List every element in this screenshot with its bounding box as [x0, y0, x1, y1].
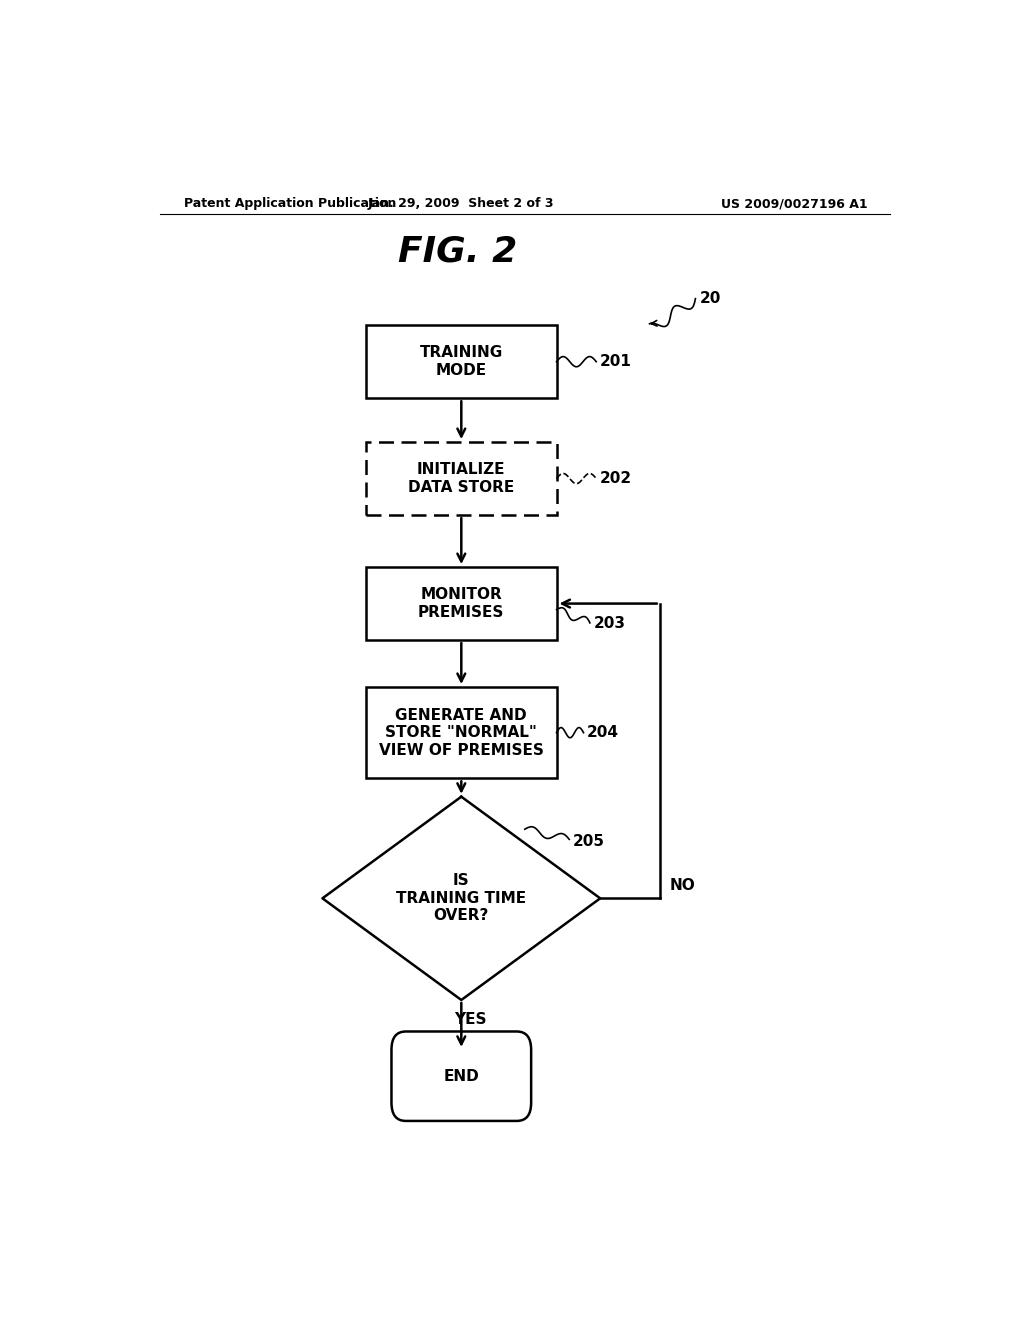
Text: GENERATE AND
STORE "NORMAL"
VIEW OF PREMISES: GENERATE AND STORE "NORMAL" VIEW OF PREM… [379, 708, 544, 758]
Polygon shape [323, 797, 600, 1001]
Text: NO: NO [670, 878, 695, 894]
FancyBboxPatch shape [367, 442, 557, 515]
Text: 20: 20 [699, 292, 721, 306]
Text: Jan. 29, 2009  Sheet 2 of 3: Jan. 29, 2009 Sheet 2 of 3 [368, 197, 555, 210]
Text: IS
TRAINING TIME
OVER?: IS TRAINING TIME OVER? [396, 874, 526, 923]
Text: INITIALIZE
DATA STORE: INITIALIZE DATA STORE [409, 462, 514, 495]
FancyBboxPatch shape [367, 686, 557, 779]
Text: TRAINING
MODE: TRAINING MODE [420, 346, 503, 378]
FancyBboxPatch shape [367, 325, 557, 399]
Text: FIG. 2: FIG. 2 [397, 235, 517, 269]
Text: YES: YES [455, 1012, 487, 1027]
Text: 205: 205 [572, 834, 604, 849]
Text: US 2009/0027196 A1: US 2009/0027196 A1 [721, 197, 868, 210]
Text: 203: 203 [594, 616, 626, 631]
FancyBboxPatch shape [367, 568, 557, 640]
FancyBboxPatch shape [391, 1031, 531, 1121]
Text: 202: 202 [599, 471, 632, 486]
Text: 201: 201 [599, 354, 631, 370]
Text: MONITOR
PREMISES: MONITOR PREMISES [418, 587, 505, 620]
Text: Patent Application Publication: Patent Application Publication [183, 197, 396, 210]
Text: END: END [443, 1069, 479, 1084]
Text: 204: 204 [587, 725, 618, 741]
